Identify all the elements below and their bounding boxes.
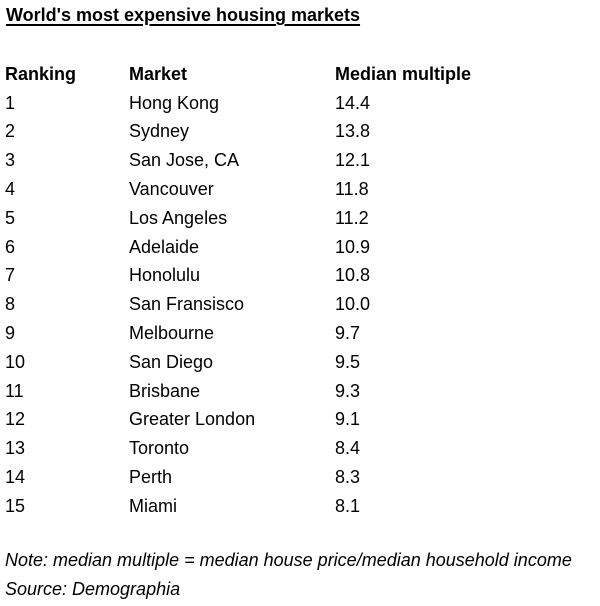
cell-market: Honolulu [129,265,201,286]
header-ranking: Ranking [5,64,77,84]
table-row: 3 San Jose, CA 12.1 [5,148,595,177]
cell-ranking: 1 [5,92,16,113]
page-title: World's most expensive housing markets [6,5,361,25]
cell-market: Adelaide [129,236,200,257]
cell-median-multiple: 9.7 [335,322,361,343]
cell-ranking: 4 [5,178,16,199]
cell-median-multiple: 12.1 [335,150,371,171]
cell-ranking: 2 [5,121,16,142]
cell-median-multiple: 10.8 [335,265,371,286]
cell-median-multiple: 8.1 [335,495,361,516]
table-row: 2 Sydney 13.8 [5,119,595,148]
cell-market: Sydney [129,121,190,142]
cell-ranking: 7 [5,265,16,286]
cell-median-multiple: 8.3 [335,466,361,487]
cell-median-multiple: 9.5 [335,351,361,372]
cell-market: Greater London [129,409,256,430]
cell-median-multiple: 8.4 [335,438,361,459]
cell-market: Brisbane [129,380,201,401]
cell-market: Perth [129,466,173,487]
table-row: 8 San Fransisco 10.0 [5,292,595,321]
cell-ranking: 12 [5,409,26,430]
note-text: Note: median multiple = median house pri… [5,550,572,570]
table-row: 4 Vancouver 11.8 [5,177,595,206]
table-row: 9 Melbourne 9.7 [5,321,595,350]
cell-ranking: 5 [5,207,16,228]
cell-ranking: 15 [5,495,26,516]
cell-ranking: 8 [5,294,16,315]
cell-ranking: 14 [5,466,26,487]
housing-markets-table: Ranking Market Median multiple 1 Hong Kon… [5,62,595,523]
source-text: Source: Demographia [5,579,181,599]
cell-ranking: 3 [5,150,16,171]
cell-market: San Jose, CA [129,150,240,171]
table-row: 5 Los Angeles 11.2 [5,206,595,235]
cell-market: Melbourne [129,322,215,343]
cell-market: San Diego [129,351,214,372]
cell-median-multiple: 9.3 [335,380,361,401]
cell-market: Miami [129,495,177,516]
cell-ranking: 10 [5,351,26,372]
cell-market: Toronto [129,438,190,459]
cell-ranking: 13 [5,438,26,459]
table-row: 13 Toronto 8.4 [5,436,595,465]
table-row: 10 San Diego 9.5 [5,350,595,379]
cell-market: Los Angeles [129,207,228,228]
cell-ranking: 6 [5,236,16,257]
table-row: 11 Brisbane 9.3 [5,379,595,408]
table-row: 1 Hong Kong 14.4 [5,91,595,120]
cell-median-multiple: 9.1 [335,409,361,430]
cell-median-multiple: 11.2 [335,207,369,228]
header-market: Market [129,64,188,84]
cell-market: Hong Kong [129,92,220,113]
table-row: 7 Honolulu 10.8 [5,263,595,292]
cell-ranking: 11 [5,380,24,401]
cell-median-multiple: 13.8 [335,121,371,142]
table-row: 14 Perth 8.3 [5,465,595,494]
cell-median-multiple: 10.9 [335,236,371,257]
cell-median-multiple: 11.8 [335,178,369,199]
cell-market: San Fransisco [129,294,245,315]
table-row: 6 Adelaide 10.9 [5,235,595,264]
table-header-row: Ranking Market Median multiple [5,62,595,91]
cell-median-multiple: 10.0 [335,294,371,315]
table-row: 15 Miami 8.1 [5,494,595,523]
cell-market: Vancouver [129,178,214,199]
cell-median-multiple: 14.4 [335,92,371,113]
table-row: 12 Greater London 9.1 [5,407,595,436]
table-body: 1 Hong Kong 14.4 2 Sydney 13.8 3 San Jose, CA 12… [5,91,595,523]
header-median-multiple: Median multiple [335,64,472,84]
cell-ranking: 9 [5,322,16,343]
